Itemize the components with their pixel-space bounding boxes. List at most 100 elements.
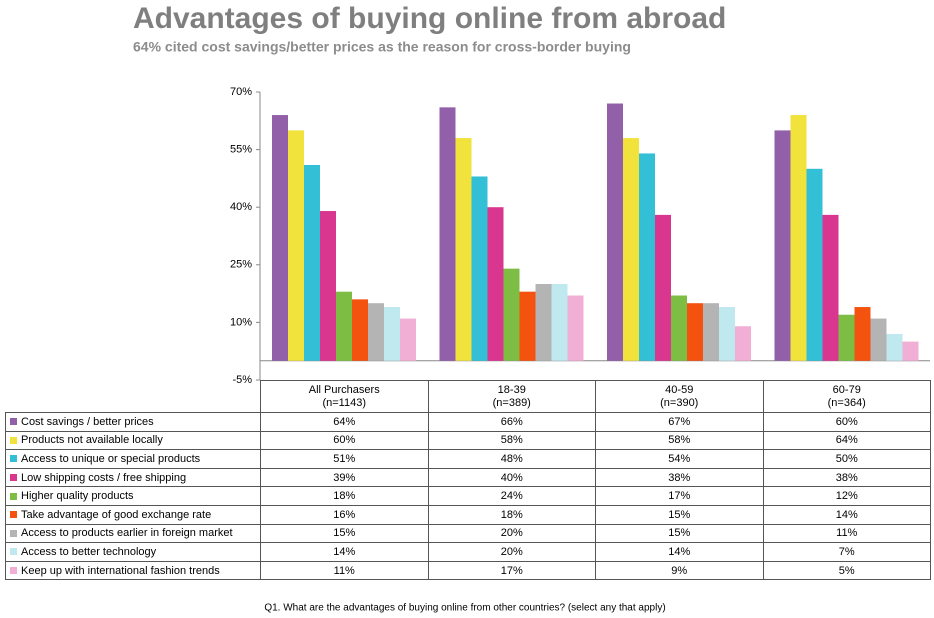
y-tick-label: -5% bbox=[232, 374, 252, 386]
data-label: 14% bbox=[260, 542, 429, 562]
bar bbox=[567, 295, 584, 361]
bar bbox=[687, 303, 703, 361]
bar bbox=[352, 299, 368, 361]
data-label: 39% bbox=[260, 467, 429, 488]
legend-swatch bbox=[10, 548, 17, 556]
chart-subtitle: 64% cited cost savings/better prices as … bbox=[133, 39, 631, 55]
data-label: 17% bbox=[427, 560, 596, 581]
legend-entry: Take advantage of good exchange rate bbox=[5, 505, 261, 525]
data-label: 18% bbox=[260, 486, 429, 506]
data-label: 16% bbox=[260, 505, 429, 525]
x-tick-label: 60-79 (n=364) bbox=[762, 380, 931, 413]
legend-entry: Access to products earlier in foreign ma… bbox=[5, 523, 261, 544]
bar bbox=[368, 303, 384, 361]
bar bbox=[774, 130, 791, 361]
bar bbox=[551, 284, 568, 361]
bar bbox=[639, 153, 655, 361]
data-label: 12% bbox=[762, 486, 931, 506]
bar bbox=[384, 307, 400, 361]
bar bbox=[487, 207, 504, 361]
data-label: 14% bbox=[762, 505, 931, 525]
data-label: 64% bbox=[762, 430, 931, 451]
bar bbox=[870, 318, 887, 361]
x-tick-label: All Purchasers (n=1143) bbox=[260, 380, 429, 413]
bar bbox=[822, 214, 839, 361]
legend-label: Higher quality products bbox=[21, 490, 134, 503]
bar bbox=[902, 341, 919, 361]
bar bbox=[703, 303, 719, 361]
bar bbox=[886, 333, 903, 361]
data-label: 51% bbox=[260, 449, 429, 469]
legend-label: Access to products earlier in foreign ma… bbox=[21, 527, 233, 540]
legend-swatch bbox=[10, 455, 17, 463]
bar bbox=[655, 214, 671, 361]
y-tick-label: 70% bbox=[230, 86, 252, 98]
data-label: 60% bbox=[260, 430, 429, 451]
bar bbox=[304, 164, 320, 361]
bar bbox=[719, 307, 735, 361]
legend-entry: Products not available locally bbox=[5, 430, 261, 451]
data-label: 60% bbox=[762, 412, 931, 432]
data-label: 38% bbox=[595, 467, 764, 488]
legend-swatch bbox=[10, 529, 17, 537]
bar bbox=[439, 107, 456, 361]
legend-entry: Access to better technology bbox=[5, 542, 261, 562]
legend-swatch bbox=[10, 418, 17, 426]
data-label: 15% bbox=[260, 523, 429, 544]
bar bbox=[838, 314, 855, 361]
data-label: 5% bbox=[762, 560, 931, 581]
data-label: 14% bbox=[595, 542, 764, 562]
bar bbox=[535, 284, 552, 361]
y-tick-label: 25% bbox=[230, 259, 252, 271]
data-label: 11% bbox=[762, 523, 931, 544]
data-label: 7% bbox=[762, 542, 931, 562]
data-label: 50% bbox=[762, 449, 931, 469]
legend-entry: Low shipping costs / free shipping bbox=[5, 467, 261, 488]
legend-label: Take advantage of good exchange rate bbox=[21, 508, 212, 521]
data-label: 58% bbox=[595, 430, 764, 451]
legend-entry: Keep up with international fashion trend… bbox=[5, 560, 261, 581]
legend-label: Access to better technology bbox=[21, 545, 157, 558]
legend-swatch bbox=[10, 492, 17, 500]
data-label: 11% bbox=[260, 560, 429, 581]
y-tick-label: 40% bbox=[230, 201, 252, 213]
legend-entry: Access to unique or special products bbox=[5, 449, 261, 469]
bar bbox=[336, 291, 352, 361]
bar bbox=[735, 326, 751, 361]
chart-title: Advantages of buying online from abroad bbox=[133, 2, 726, 35]
legend-swatch bbox=[10, 567, 17, 575]
data-label: 17% bbox=[595, 486, 764, 506]
legend-swatch bbox=[10, 436, 17, 444]
legend-entry: Higher quality products bbox=[5, 486, 261, 506]
bar bbox=[854, 307, 871, 361]
x-tick-label: 40-59 (n=390) bbox=[595, 380, 764, 413]
bar bbox=[503, 268, 520, 361]
bar bbox=[400, 318, 416, 361]
data-label: 38% bbox=[762, 467, 931, 488]
bar bbox=[790, 115, 807, 361]
bar bbox=[320, 211, 336, 361]
data-label: 58% bbox=[427, 430, 596, 451]
data-label: 20% bbox=[427, 542, 596, 562]
bar bbox=[607, 103, 623, 361]
bar bbox=[806, 168, 823, 361]
data-label: 15% bbox=[595, 523, 764, 544]
legend-entry: Cost savings / better prices bbox=[5, 412, 261, 432]
data-label: 66% bbox=[427, 412, 596, 432]
data-label: 48% bbox=[427, 449, 596, 469]
data-label: 20% bbox=[427, 523, 596, 544]
legend-swatch bbox=[10, 511, 17, 519]
footnote: Q1. What are the advantages of buying on… bbox=[264, 603, 665, 614]
data-label: 18% bbox=[427, 505, 596, 525]
bar bbox=[455, 138, 472, 361]
bar bbox=[272, 115, 288, 361]
legend-label: Keep up with international fashion trend… bbox=[21, 564, 220, 577]
legend-label: Low shipping costs / free shipping bbox=[21, 471, 187, 484]
data-label: 9% bbox=[595, 560, 764, 581]
data-label: 67% bbox=[595, 412, 764, 432]
bar bbox=[471, 176, 488, 361]
data-label: 15% bbox=[595, 505, 764, 525]
bar bbox=[519, 291, 536, 361]
